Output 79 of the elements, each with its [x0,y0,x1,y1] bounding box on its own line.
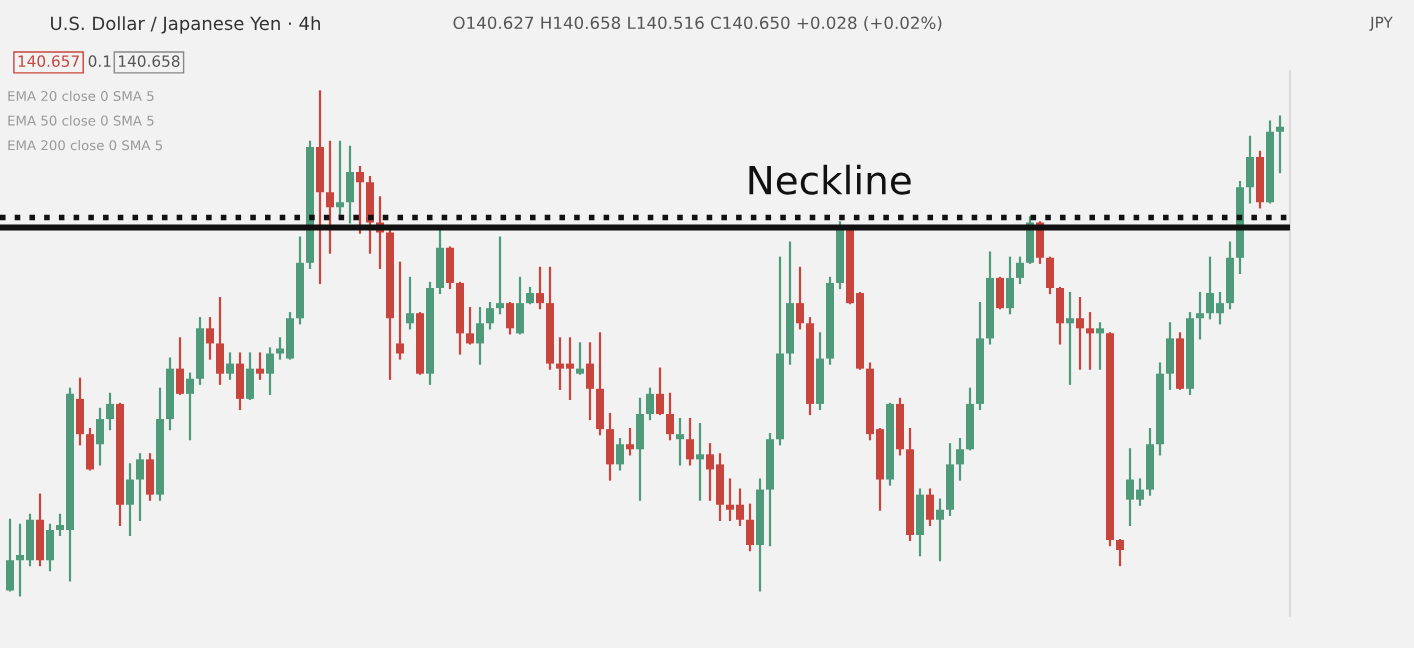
candlestick [316,90,324,285]
candlestick [396,261,404,360]
chart-title: U.S. Dollar / Japanese Yen · 4h [51,16,320,34]
candlestick [1246,135,1254,204]
candlestick [666,392,674,441]
candlestick [506,302,514,335]
candlestick [346,145,354,224]
candlestick [1066,291,1074,385]
candlestick [1076,296,1084,370]
candlestick [236,352,244,411]
candlestick [96,407,104,466]
candlestick [186,372,194,441]
candlestick [816,332,824,411]
candlestick [576,342,584,375]
candlestick [326,140,334,254]
candlestick [676,417,684,466]
candlestick [1096,322,1104,370]
candlestick [356,165,364,234]
candlestick [616,438,624,471]
candlestick [46,523,54,572]
candlestick [146,453,154,501]
candlestick [1256,150,1264,209]
candlestick [406,276,414,330]
candlestick [366,176,374,254]
candlestick [496,236,504,315]
candlestick [636,397,644,501]
candlestick [256,352,264,380]
candlestick [946,443,954,516]
candlestick [466,307,474,345]
candlestick [596,332,604,436]
candlestick [1276,115,1284,174]
candlestick [86,428,94,471]
candlestick [126,463,134,537]
candlestick [136,453,144,521]
candlestick [746,503,754,552]
candlestick [996,276,1004,310]
candlestick [1086,312,1094,370]
candlestick [956,438,964,481]
candlestick [246,352,254,400]
candlestick [1116,538,1124,567]
candlestick [966,387,974,451]
candlestick [206,317,214,360]
candlestick [446,246,454,290]
candlestick [1016,256,1024,285]
candlestick [436,226,444,295]
candlestick [606,412,614,481]
candlestick [1166,322,1174,390]
candlestick [796,266,804,330]
candlestick [36,493,44,567]
candlestick [1056,286,1064,345]
candlestick [176,337,184,395]
text: O140.627 H140.658 L140.516 C140.650 +0.028 (+0.02%) [453,16,942,32]
candlestick [1226,241,1234,310]
candlestick [1046,256,1054,295]
candlestick [1196,291,1204,340]
candlestick [916,488,924,557]
candlestick [926,488,934,526]
candlestick [486,302,494,330]
candlestick [896,397,904,456]
candlestick [656,367,664,416]
candlestick [226,352,234,380]
candlestick [266,347,274,395]
candlestick [626,428,634,456]
candlestick [476,307,484,365]
candlestick [1006,256,1014,315]
candlestick [1146,428,1154,496]
candlestick [536,266,544,310]
candlestick [76,377,84,446]
ref-line-label: Neckline [749,164,911,195]
candlestick [516,276,524,335]
candlestick [106,392,114,431]
candlestick [686,417,694,466]
candlestick [216,296,224,385]
candlestick [336,140,344,219]
candlestick [696,422,704,501]
candlestick [936,498,944,562]
candlestick [6,518,14,592]
candlestick [646,387,654,421]
candlestick [586,342,594,421]
